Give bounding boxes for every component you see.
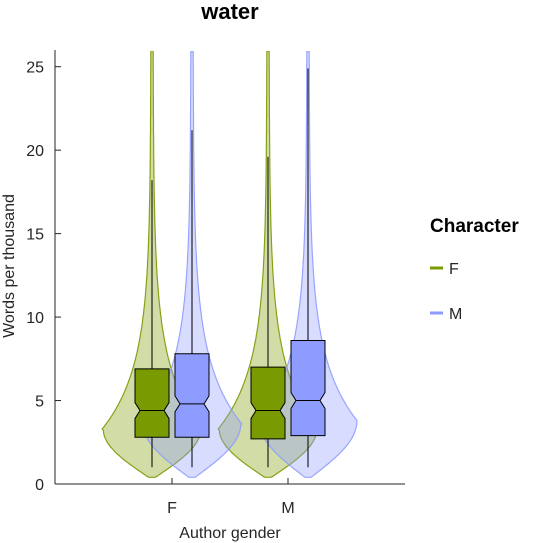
y-tick-label: 15: [26, 227, 44, 244]
x-tick-label: M: [281, 500, 294, 517]
legend-label-m: M: [449, 306, 462, 323]
y-axis-label: Words per thousand: [1, 194, 18, 338]
y-tick-label: 20: [26, 143, 44, 160]
x-tick-label: F: [167, 500, 177, 517]
y-axis-ticks: 0 5 10 15 20 25: [26, 60, 61, 494]
legend: Character F M: [430, 216, 519, 323]
x-axis-label: Author gender: [179, 525, 281, 542]
y-tick-label: 5: [35, 394, 44, 411]
y-tick-label: 0: [35, 477, 44, 494]
chart-title: water: [200, 0, 259, 24]
legend-title: Character: [430, 216, 519, 237]
box-m-author-m: [290, 339, 326, 437]
plot-area: [101, 51, 358, 478]
box-f-author-m: [250, 366, 286, 440]
legend-label-f: F: [449, 261, 459, 278]
box-m-author-f: [174, 353, 210, 438]
boxes: [134, 339, 326, 440]
y-tick-label: 25: [26, 60, 44, 77]
box-f-author-f: [134, 368, 170, 438]
y-tick-label: 10: [26, 310, 44, 327]
